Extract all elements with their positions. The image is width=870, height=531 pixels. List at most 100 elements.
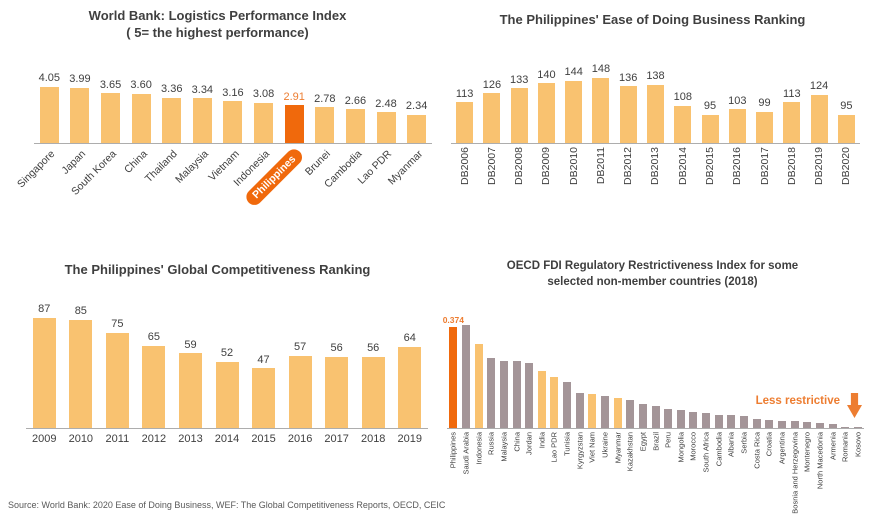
x-axis-label: Indonesia [474, 432, 484, 465]
bar [284, 105, 304, 143]
x-axis-label: Croatia [764, 432, 774, 457]
bar [537, 83, 555, 143]
bar [752, 419, 761, 428]
x-axis-label: DB2015 [704, 147, 717, 185]
value-label: 2.34 [405, 100, 428, 113]
x-axis-label: 2017 [324, 433, 349, 445]
bar [588, 394, 597, 428]
value-label: 87 [38, 302, 51, 315]
x-axis-label: Ukraine [600, 432, 610, 458]
bar-column: Croatia [763, 323, 776, 456]
less-restrictive-annotation: Less restrictive [756, 393, 862, 418]
value-label: 95 [840, 100, 853, 113]
bar-column: 0.374 Philippines [443, 316, 464, 469]
bar [575, 392, 584, 428]
bar [740, 416, 749, 428]
x-axis-label: Kosovo [853, 432, 863, 458]
value-label: 59 [184, 338, 197, 351]
x-axis-label: 2010 [68, 433, 94, 445]
x-axis-label: Brazil [651, 432, 661, 451]
x-axis-label: Kazakhstan [625, 432, 635, 472]
bar [676, 410, 685, 428]
bar-column: Viet Nam [586, 323, 599, 463]
bar-column: 2.48 Lao PDR [356, 64, 402, 186]
value-label: 133 [509, 73, 529, 86]
bar [765, 420, 774, 428]
value-label: 138 [646, 70, 665, 83]
bar [619, 86, 637, 143]
chart-subtitle: ( 5= the highest performance) [126, 25, 309, 40]
bar-column: Albania [725, 323, 738, 457]
bar-column: Egypt [637, 323, 650, 451]
bar-column: Bosnia and Herzegovina [788, 323, 801, 514]
bar-column: Saudi Arabia [460, 323, 473, 475]
x-axis-label: 2011 [105, 433, 130, 445]
bar [664, 409, 673, 428]
x-axis-label: Singapore [15, 148, 58, 191]
x-axis-label: Argentina [777, 432, 787, 465]
bar [39, 86, 59, 143]
bar [105, 332, 129, 428]
x-axis-label: Cambodia [714, 432, 724, 467]
bar [32, 317, 56, 428]
bar-column: Russia [485, 323, 498, 455]
value-label: 113 [783, 87, 801, 100]
bar [456, 102, 474, 143]
chart-global-competitiveness: The Philippines' Global Competitiveness … [0, 255, 435, 500]
bar [510, 88, 528, 143]
bar-column: India [535, 323, 548, 448]
bar [131, 94, 151, 143]
bar-column: 3.99 Japan [60, 64, 96, 177]
bar [252, 368, 276, 428]
chart-ease-of-doing-business: The Philippines' Ease of Doing Business … [435, 0, 870, 255]
bar [499, 360, 508, 428]
bar-column: 2.34 Myanmar [386, 64, 432, 188]
value-label: 47 [257, 353, 270, 366]
value-label: 75 [111, 318, 124, 331]
bar-column: 140 DB2009 [533, 66, 560, 185]
bar [101, 93, 121, 143]
bar-column: 3.16 Vietnam [206, 64, 249, 183]
value-label: 4.05 [38, 72, 61, 85]
value-label: 65 [147, 330, 161, 343]
x-axis-label: North Macedonia [815, 432, 825, 490]
bar [474, 344, 483, 428]
x-axis-label: 2018 [360, 433, 386, 445]
x-axis-label: DB2019 [813, 147, 826, 185]
bar-column: Cambodia [712, 323, 725, 466]
bar-column: 133 DB2008 [506, 66, 533, 185]
bar [487, 357, 496, 428]
bar-column: 99 DB2017 [751, 66, 778, 185]
bar-column: Morocco [687, 323, 700, 461]
value-label: 56 [330, 342, 343, 355]
chart-title: The Philippines' Global Competitiveness … [64, 262, 371, 277]
value-label: 3.60 [130, 79, 152, 92]
value-label: 85 [74, 305, 87, 318]
bar [178, 353, 202, 428]
bar [215, 362, 239, 428]
value-label: 2.91 [283, 90, 305, 103]
value-label: 2.66 [344, 94, 367, 107]
bar [69, 320, 93, 428]
bar-column: 4.05 Singapore [15, 64, 65, 191]
bar-column: 138 DB2013 [642, 66, 669, 185]
x-axis-label: DB2012 [622, 147, 635, 185]
bar [613, 398, 622, 428]
down-arrow-icon [847, 393, 862, 418]
x-axis-label: DB2006 [458, 147, 471, 185]
value-label: 57 [293, 341, 307, 354]
value-label: 113 [455, 87, 474, 100]
x-axis-label: Russia [486, 432, 496, 455]
bar [361, 356, 385, 428]
bar-column: 59 2013 [172, 296, 209, 445]
bar-column: North Macedonia [814, 323, 827, 489]
bar-column: 113 DB2018 [778, 66, 805, 185]
bar [756, 112, 774, 143]
value-label: 3.34 [191, 83, 214, 96]
bar-column: 136 DB2012 [615, 66, 642, 185]
bar-column: 64 2019 [391, 296, 428, 445]
x-axis-label: Jordan [524, 432, 534, 455]
value-label: 99 [758, 97, 771, 110]
bar-column: Kyrgyzstan [573, 323, 586, 469]
plot-area: 0.374 Philippines Saudi Arabia Indonesia Rus… [443, 316, 864, 514]
